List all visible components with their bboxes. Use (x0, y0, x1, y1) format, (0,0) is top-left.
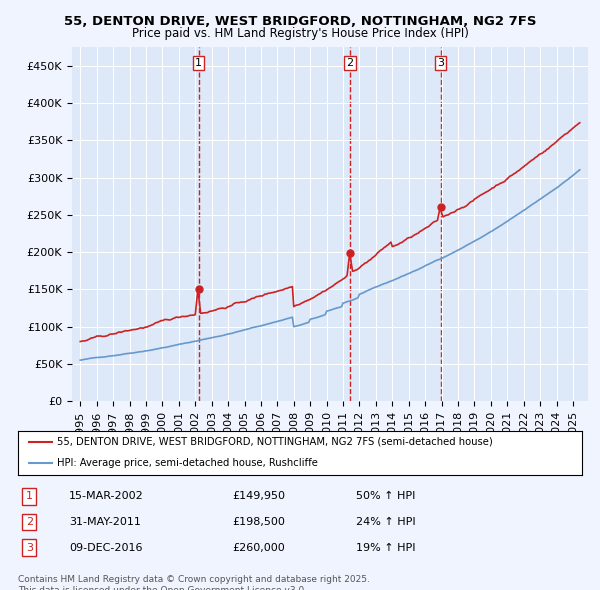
Text: 31-MAY-2011: 31-MAY-2011 (69, 517, 140, 527)
Text: £149,950: £149,950 (232, 491, 286, 502)
Text: 1: 1 (26, 491, 33, 502)
Text: 3: 3 (437, 58, 444, 68)
Text: 2: 2 (346, 58, 353, 68)
Text: 19% ↑ HPI: 19% ↑ HPI (356, 543, 416, 553)
Text: £198,500: £198,500 (232, 517, 285, 527)
Text: 09-DEC-2016: 09-DEC-2016 (69, 543, 142, 553)
Text: 55, DENTON DRIVE, WEST BRIDGFORD, NOTTINGHAM, NG2 7FS (semi-detached house): 55, DENTON DRIVE, WEST BRIDGFORD, NOTTIN… (58, 437, 493, 447)
Text: 2: 2 (26, 517, 33, 527)
Text: £260,000: £260,000 (232, 543, 285, 553)
Text: 15-MAR-2002: 15-MAR-2002 (69, 491, 143, 502)
Text: HPI: Average price, semi-detached house, Rushcliffe: HPI: Average price, semi-detached house,… (58, 458, 319, 467)
Text: 1: 1 (195, 58, 202, 68)
Text: 3: 3 (26, 543, 33, 553)
Text: 24% ↑ HPI: 24% ↑ HPI (356, 517, 416, 527)
Text: 50% ↑ HPI: 50% ↑ HPI (356, 491, 416, 502)
Text: Price paid vs. HM Land Registry's House Price Index (HPI): Price paid vs. HM Land Registry's House … (131, 27, 469, 40)
Text: Contains HM Land Registry data © Crown copyright and database right 2025.
This d: Contains HM Land Registry data © Crown c… (18, 575, 370, 590)
Text: 55, DENTON DRIVE, WEST BRIDGFORD, NOTTINGHAM, NG2 7FS: 55, DENTON DRIVE, WEST BRIDGFORD, NOTTIN… (64, 15, 536, 28)
